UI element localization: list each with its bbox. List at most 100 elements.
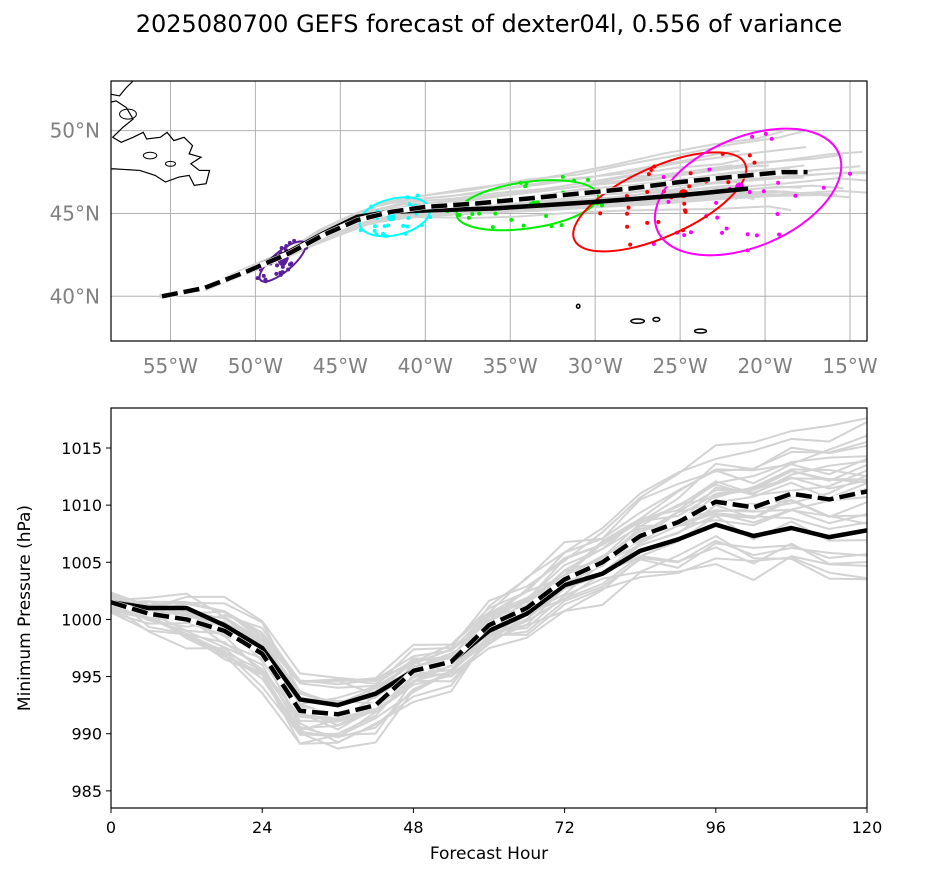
pressure-ticks: 0 24 48 72 96 120 985 990 995 1000 1005 1010 1015: [61, 439, 882, 837]
pressure-ensemble-line: [111, 555, 867, 705]
pressure-ensemble-lines: [111, 417, 867, 750]
ensemble-position-point: [726, 180, 731, 185]
ensemble-position-point: [661, 175, 666, 180]
island-outline: [164, 160, 177, 167]
ensemble-position-point: [415, 193, 420, 198]
ensemble-position-point: [599, 203, 604, 208]
ensemble-position-point: [747, 153, 752, 158]
pressure-x-tick-label: 0: [106, 818, 116, 837]
ensemble-track: [162, 149, 740, 299]
pressure-y-tick-label: 1005: [61, 553, 102, 572]
ensemble-position-point: [585, 177, 590, 182]
ensemble-position-point: [274, 271, 279, 276]
ensemble-position-point: [821, 185, 826, 190]
ensemble-position-point: [688, 171, 693, 176]
island-outline: [142, 151, 158, 160]
ensemble-position-point: [287, 262, 292, 267]
map-x-tick-label: 15°W: [822, 354, 877, 378]
pressure-x-tick-label: 48: [403, 818, 423, 837]
ensemble-position-point: [490, 225, 495, 230]
ensemble-position-point: [466, 215, 471, 220]
ensemble-track: [159, 205, 792, 297]
pressure-ensemble-line: [111, 421, 867, 706]
pressure-y-tick-label: 1000: [61, 610, 102, 629]
ensemble-position-point: [775, 211, 780, 216]
ensemble-position-point: [714, 200, 719, 205]
ensemble-position-point: [372, 228, 377, 233]
ensemble-position-point: [401, 223, 406, 228]
pressure-mean-lines: [111, 488, 867, 718]
ensemble-position-point: [645, 220, 650, 225]
pressure-y-tick-label: 990: [71, 725, 102, 744]
pressure-ensemble-line: [111, 556, 867, 745]
ensemble-position-point: [457, 213, 462, 218]
ensemble-position-point: [682, 233, 687, 238]
ensemble-track: [163, 129, 805, 299]
ensemble-position-point: [509, 217, 514, 222]
ensemble-position-point: [626, 205, 631, 210]
azores-island: [693, 328, 708, 334]
ensemble-position-point: [651, 242, 656, 247]
ensemble-position-point: [261, 273, 266, 278]
ensemble-position-point: [625, 224, 630, 229]
ensemble-position-point: [745, 232, 750, 237]
uncertainty-ellipse: [572, 151, 748, 253]
ensemble-position-point: [666, 199, 671, 204]
pressure-x-tick-label: 120: [852, 818, 883, 837]
mean-tracks: [161, 169, 808, 299]
coastline: [111, 81, 708, 334]
ensemble-position-point: [645, 190, 650, 195]
labrador-coastline: [111, 81, 134, 97]
ensemble-track: [163, 159, 740, 297]
ensemble-position-point: [382, 224, 387, 229]
control-track: [161, 169, 808, 299]
ensemble-position-point: [544, 213, 549, 218]
ensemble-position-point: [719, 230, 724, 235]
ensemble-position-point: [724, 226, 729, 231]
ensemble-position-point: [625, 211, 630, 216]
map-x-tick-label: 40°W: [398, 354, 453, 378]
pressure-y-tick-label: 985: [71, 782, 102, 801]
ensemble-position-point: [707, 167, 712, 172]
map-y-tick-label: 40°N: [50, 284, 100, 308]
island-outline: [119, 108, 137, 120]
newfoundland-coastline: [111, 100, 211, 186]
ensemble-position-point: [682, 201, 687, 206]
figure-title: 2025080700 GEFS forecast of dexter04l, 0…: [135, 10, 843, 38]
pressure-y-tick-label: 995: [71, 668, 102, 687]
ensemble-position-point: [477, 211, 482, 216]
ensemble-position-point: [683, 208, 688, 213]
ensemble-position-point: [493, 211, 498, 216]
map-x-tick-label: 30°W: [568, 354, 623, 378]
ensemble-position-point: [598, 211, 603, 216]
azores-island: [630, 318, 646, 325]
ensemble-position-point: [687, 184, 692, 189]
ensemble-position-point: [763, 131, 768, 136]
ensemble-position-point: [628, 242, 633, 247]
ensemble-position-point: [715, 215, 720, 220]
ensemble-position-point: [761, 189, 766, 194]
ensemble-position-point: [646, 172, 651, 177]
ensemble-position-point: [275, 263, 280, 268]
map-y-tick-label: 50°N: [50, 119, 100, 143]
ensemble-position-point: [405, 224, 410, 229]
uncertainty-ellipse: [455, 179, 599, 232]
ensemble-position-point: [470, 211, 475, 216]
map-x-tick-label: 20°W: [737, 354, 792, 378]
ensemble-position-point: [521, 223, 526, 228]
azores-island: [575, 303, 581, 309]
pressure-mean-line: [111, 522, 867, 708]
map-x-tick-label: 45°W: [313, 354, 368, 378]
pressure-ensemble-line: [111, 457, 867, 723]
pressure-y-tick-label: 1010: [61, 496, 102, 515]
ensemble-position-point: [750, 134, 755, 139]
pressure-control-line: [111, 489, 867, 717]
ensemble-position-point: [777, 232, 782, 237]
ensemble-position-point: [747, 190, 752, 195]
ensemble-position-point: [793, 193, 798, 198]
pressure-ensemble-line: [111, 460, 867, 720]
azores-island: [652, 316, 661, 323]
ensemble-position-point: [754, 233, 759, 238]
ensemble-position-point: [769, 136, 774, 141]
